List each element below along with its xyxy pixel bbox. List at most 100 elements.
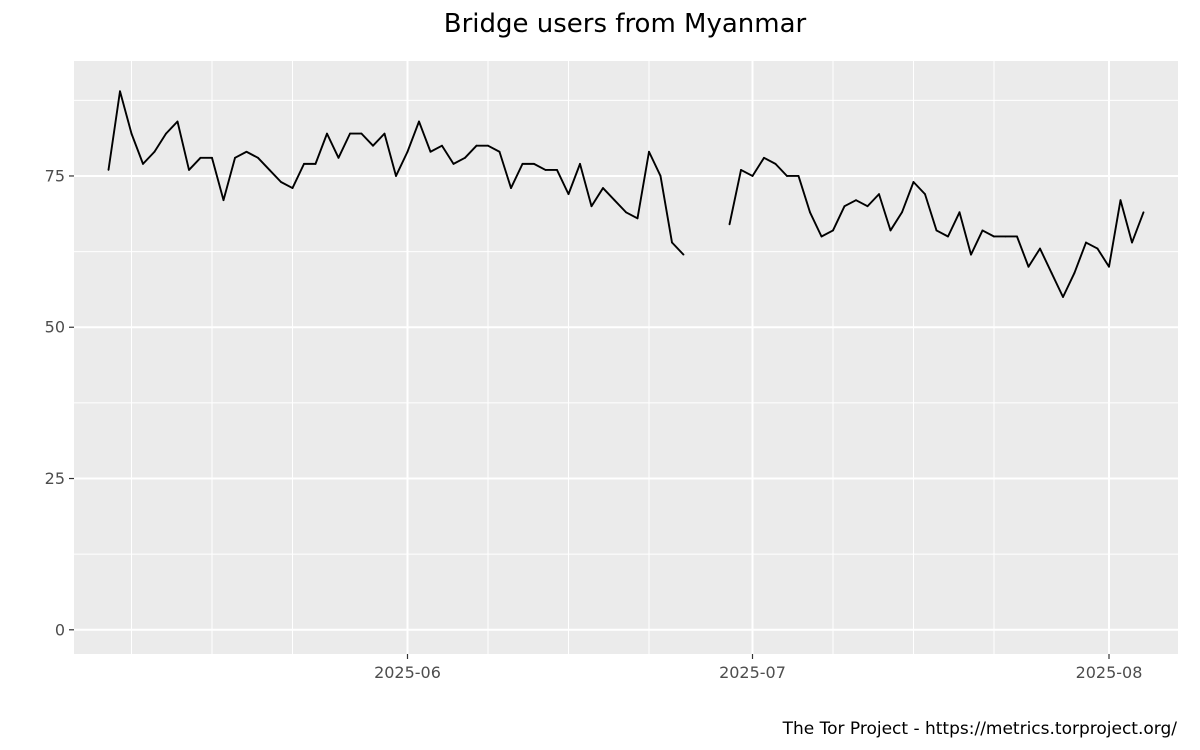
data-point: [498, 150, 501, 153]
data-point: [740, 169, 742, 171]
data-point: [636, 217, 639, 220]
x-tick-label: 2025-08: [1076, 663, 1143, 682]
data-point: [970, 253, 972, 256]
data-point: [1142, 211, 1145, 214]
data-point: [1050, 271, 1053, 274]
data-point: [165, 132, 167, 135]
data-point: [429, 150, 432, 153]
data-point: [590, 205, 593, 208]
data-point: [855, 199, 857, 202]
data-point: [234, 156, 236, 159]
data-point: [475, 144, 478, 147]
data-point: [268, 169, 271, 171]
data-point: [832, 229, 834, 232]
data-point: [441, 144, 443, 147]
data-point: [613, 199, 616, 202]
data-point: [958, 211, 961, 214]
data-point: [935, 229, 938, 232]
data-point: [1073, 271, 1076, 274]
data-point: [763, 156, 765, 159]
data-point: [1062, 296, 1064, 298]
data-point: [682, 253, 685, 256]
data-point: [176, 120, 179, 123]
chart-title: Bridge users from Myanmar: [444, 9, 807, 39]
data-point: [314, 162, 317, 165]
data-point: [107, 169, 110, 171]
data-point: [567, 193, 570, 196]
data-point: [510, 187, 512, 189]
y-tick-label: 0: [55, 620, 65, 639]
data-point: [901, 211, 903, 214]
data-point: [372, 144, 374, 147]
y-tick-label: 50: [45, 318, 65, 337]
data-point: [1016, 235, 1018, 238]
series-lines: [107, 90, 1145, 298]
data-point: [360, 132, 363, 135]
data-point: [211, 156, 213, 159]
data-point: [257, 156, 259, 159]
data-point: [878, 193, 880, 196]
data-point: [786, 175, 788, 177]
data-point: [533, 162, 535, 165]
data-point: [1027, 265, 1030, 268]
data-point: [383, 132, 386, 135]
data-point: [349, 132, 351, 135]
plot-panel: [74, 61, 1178, 654]
data-point: [521, 162, 524, 165]
data-point: [889, 229, 892, 232]
data-point: [981, 229, 984, 232]
data-point: [153, 150, 156, 153]
chart-caption: The Tor Project - https://metrics.torpro…: [782, 719, 1178, 739]
data-point: [728, 223, 731, 226]
data-point: [820, 235, 823, 238]
data-point: [866, 205, 869, 208]
data-point: [245, 150, 248, 153]
data-point: [1004, 235, 1007, 238]
data-point: [337, 156, 340, 159]
data-point: [1131, 241, 1133, 244]
data-point: [1108, 265, 1110, 268]
y-tick-label: 75: [45, 166, 65, 185]
data-point: [487, 144, 489, 147]
major-gridlines: [74, 61, 1178, 654]
x-tick-label: 2025-07: [719, 663, 786, 682]
data-point: [659, 175, 662, 177]
data-point: [924, 193, 926, 196]
data-point: [1096, 247, 1099, 250]
data-point: [579, 162, 581, 165]
data-point: [1085, 241, 1087, 244]
data-point: [326, 132, 328, 135]
data-point: [395, 175, 397, 177]
data-point: [142, 162, 144, 165]
data-point: [1119, 199, 1122, 202]
data-point: [774, 162, 777, 165]
data-point: [751, 175, 754, 177]
data-point: [809, 211, 811, 214]
data-point: [406, 150, 409, 153]
data-point: [1039, 247, 1041, 250]
y-tick-label: 25: [45, 469, 65, 488]
axes: 0 25 50 75 2025-06 2025-07 2025-08: [45, 166, 1143, 682]
data-point: [452, 162, 455, 165]
data-point: [993, 235, 995, 238]
data-point: [464, 156, 466, 159]
data-point: [544, 169, 547, 171]
data-point: [556, 169, 558, 171]
data-point: [671, 241, 673, 244]
data-point: [418, 120, 420, 123]
data-point: [947, 235, 949, 238]
data-point: [130, 132, 133, 135]
data-point: [912, 181, 915, 183]
x-tick-label: 2025-06: [374, 663, 441, 682]
data-point: [303, 162, 305, 165]
data-point: [648, 150, 650, 153]
data-point: [602, 187, 604, 189]
data-point: [199, 156, 202, 159]
data-point: [797, 175, 800, 177]
data-point: [843, 205, 846, 208]
data-point: [291, 187, 294, 189]
data-point: [625, 211, 627, 214]
data-point: [119, 90, 121, 93]
data-point: [280, 181, 282, 183]
